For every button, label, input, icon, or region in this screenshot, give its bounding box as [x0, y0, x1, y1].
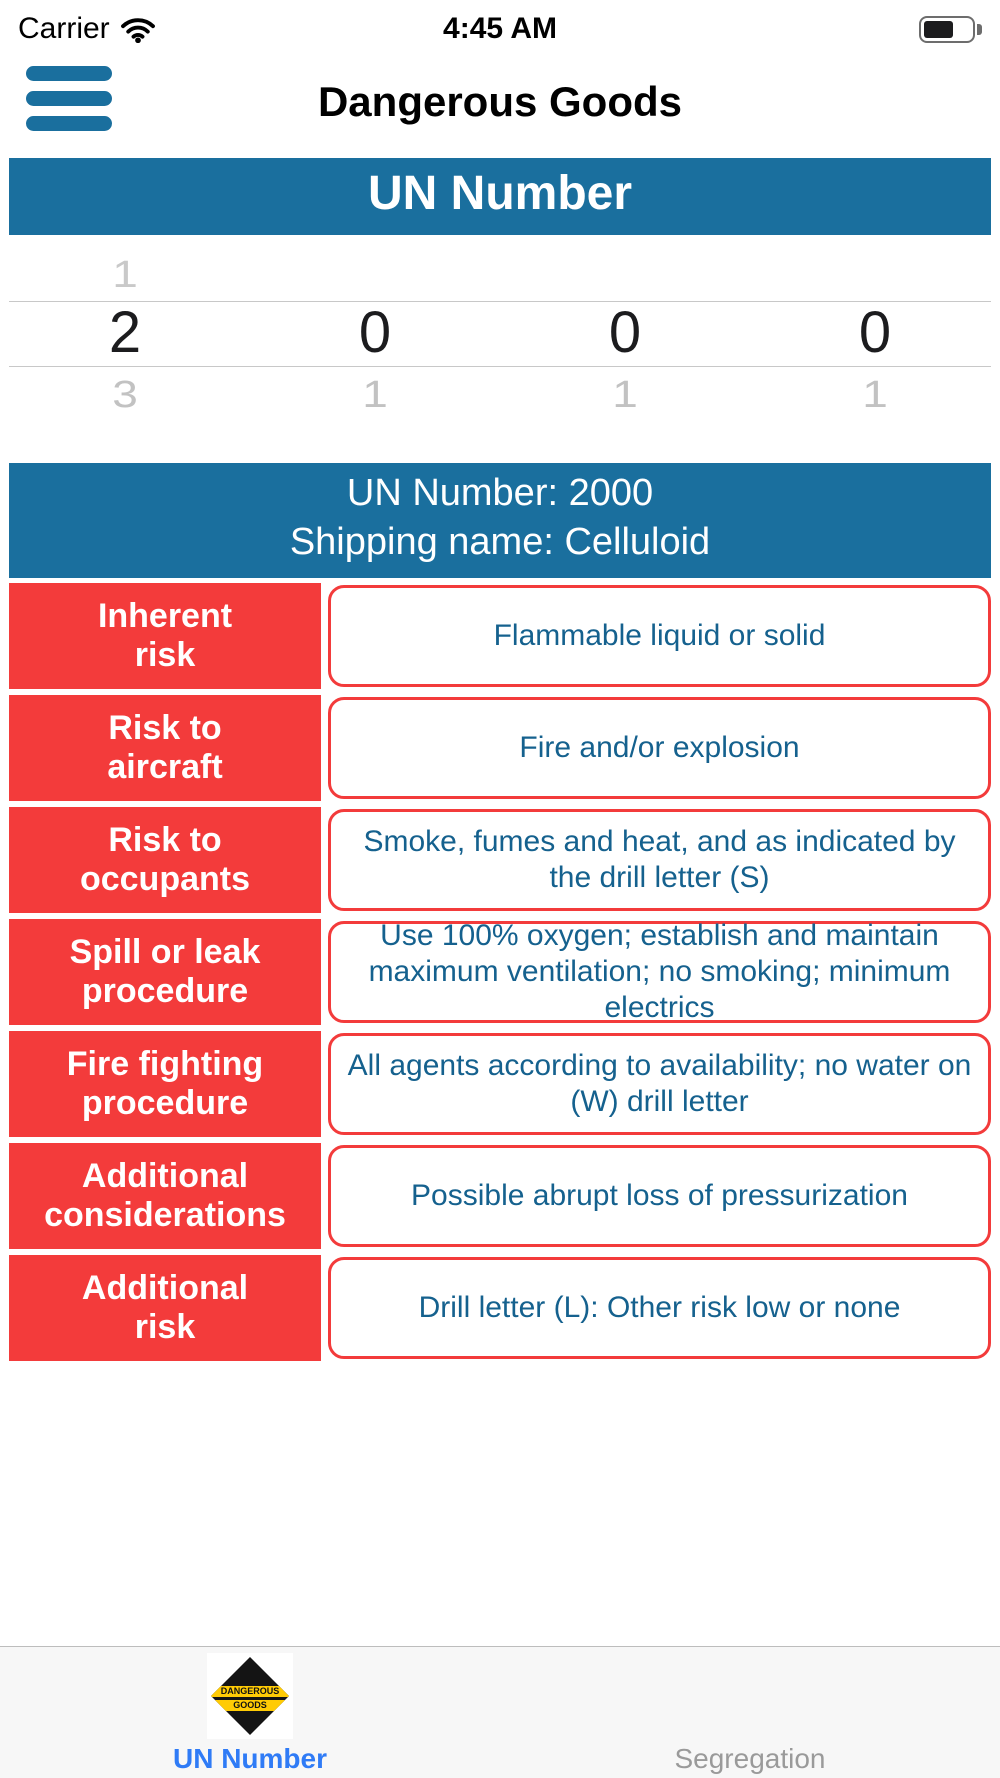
status-bar: Carrier 4:45 AM [0, 0, 1000, 52]
detail-value: Possible abrupt loss of pressurization [328, 1144, 991, 1247]
segregation-icon-slot [707, 1653, 793, 1739]
picker-below-value: 1 [612, 372, 638, 416]
dangerous-goods-placard-icon: DANGEROUS GOODS [207, 1653, 293, 1739]
picker-below-value: 3 [112, 372, 138, 416]
details-table: Inherent risk Flammable liquid or solid Ris… [9, 582, 991, 1361]
clock: 4:45 AM [443, 12, 557, 45]
detail-value: Smoke, fumes and heat, and as indicated … [328, 808, 991, 911]
detail-value: Flammable liquid or solid [328, 584, 991, 687]
detail-value: Drill letter (L): Other risk low or none [328, 1256, 991, 1359]
carrier-label: Carrier [18, 12, 110, 45]
wifi-icon [120, 17, 155, 43]
detail-value: Fire and/or explosion [328, 696, 991, 799]
detail-label: Spill or leak procedure [9, 918, 321, 1025]
result-shipping-name: Shipping name: Celluloid [289, 521, 711, 564]
picker-below-value: 1 [862, 372, 888, 416]
detail-label: Risk to aircraft [9, 694, 321, 801]
result-un-number: UN Number: 2000 [346, 472, 654, 514]
detail-label: Risk to occupants [9, 806, 321, 913]
tab-un-number[interactable]: DANGEROUS GOODS UN Number [0, 1647, 500, 1778]
detail-label: Additional risk [9, 1254, 321, 1361]
tab-label-un-number: UN Number [172, 1743, 327, 1774]
detail-row: Spill or leak procedure Use 100% oxygen; e… [9, 918, 991, 1025]
nav-bar: Dangerous Goods [0, 52, 1000, 152]
detail-row: Risk to occupants Smoke, fumes and heat, a… [9, 806, 991, 913]
tab-bar: DANGEROUS GOODS UN Number Segregation [0, 1646, 1000, 1778]
placard-text-top: DANGEROUS [211, 1685, 289, 1697]
detail-row: Inherent risk Flammable liquid or solid [9, 582, 991, 689]
detail-row: Risk to aircraft Fire and/or explosion [9, 694, 991, 801]
un-number-banner: UN Number [9, 158, 991, 235]
detail-row: Additional risk Drill letter (L): Other ri… [9, 1254, 991, 1361]
picker-selected-value[interactable]: 0 [858, 300, 892, 365]
detail-label: Additional considerations [9, 1142, 321, 1249]
tab-label-segregation: Segregation [674, 1743, 826, 1774]
picker-below-value: 1 [362, 372, 388, 416]
page-title: Dangerous Goods [317, 78, 683, 125]
picker-selected-value[interactable]: 0 [358, 300, 392, 365]
placard-text-bottom: GOODS [211, 1699, 289, 1711]
detail-row: Fire fighting procedure All agents accordi… [9, 1030, 991, 1137]
picker-above-value: 1 [112, 252, 138, 296]
battery-icon [919, 15, 983, 43]
result-banner: UN Number: 2000 Shipping name: Celluloid [9, 463, 991, 578]
picker-selected-value[interactable]: 2 [108, 300, 142, 365]
detail-value: Use 100% oxygen; establish and maintain … [328, 919, 991, 1024]
picker-selection-band [9, 301, 991, 367]
detail-value: All agents according to availability; no… [328, 1032, 991, 1135]
hamburger-menu-icon[interactable] [26, 66, 112, 131]
picker-selected-value[interactable]: 0 [608, 300, 642, 365]
detail-row: Additional considerations Possible abrupt … [9, 1142, 991, 1249]
detail-label: Inherent risk [9, 582, 321, 689]
tab-segregation[interactable]: Segregation [500, 1647, 1000, 1778]
detail-label: Fire fighting procedure [9, 1030, 321, 1137]
